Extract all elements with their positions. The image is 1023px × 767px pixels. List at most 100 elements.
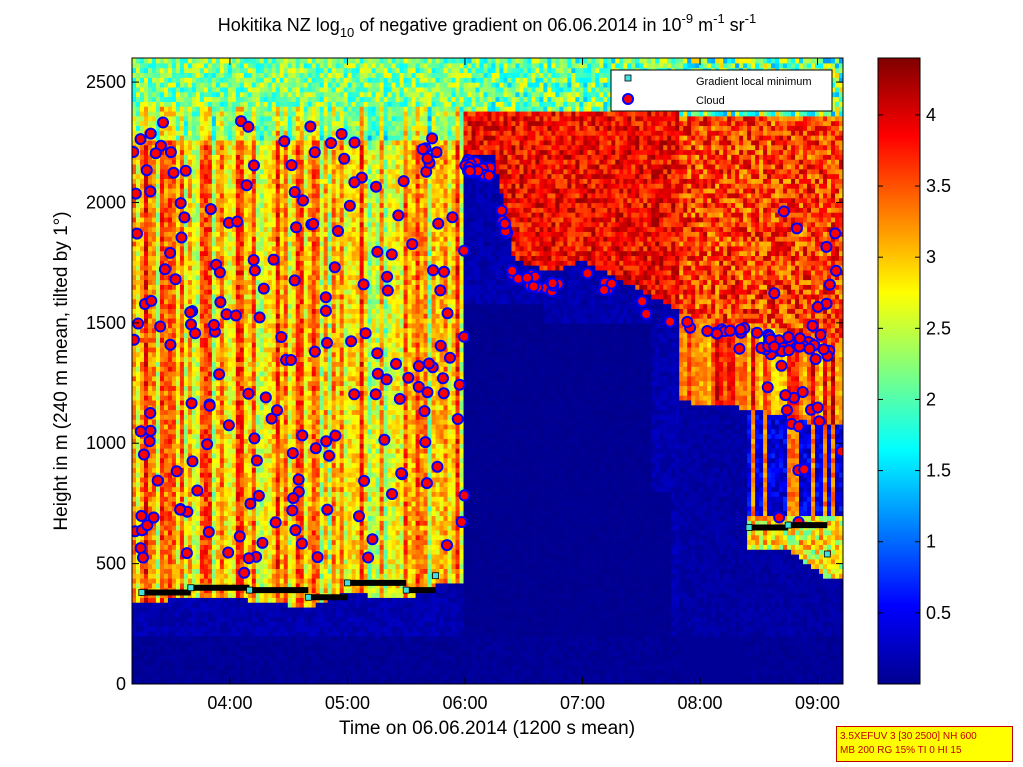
heatmap-cell — [260, 222, 265, 227]
heatmap-cell — [152, 366, 157, 371]
heatmap-cell — [272, 289, 277, 294]
heatmap-cell — [240, 361, 245, 366]
heatmap-cell — [256, 145, 261, 150]
heatmap-cell — [236, 636, 241, 641]
heatmap-cell — [224, 169, 229, 174]
heatmap-cell — [260, 419, 265, 424]
heatmap-cell — [224, 183, 229, 188]
heatmap-cell — [164, 665, 169, 670]
heatmap-cell — [276, 270, 281, 275]
heatmap-cell — [236, 174, 241, 179]
heatmap-cell — [196, 222, 201, 227]
heatmap-cell — [140, 573, 145, 578]
heatmap-cell — [184, 487, 189, 492]
heatmap-cell — [184, 410, 189, 415]
heatmap-cell — [220, 511, 225, 516]
heatmap-cell — [236, 419, 241, 424]
heatmap-cell — [188, 198, 193, 203]
heatmap-cell — [216, 289, 221, 294]
heatmap-cell — [256, 650, 261, 655]
heatmap-cell — [280, 544, 285, 549]
heatmap-cell — [196, 154, 201, 159]
heatmap-cell — [144, 578, 149, 583]
heatmap-cell — [160, 602, 165, 607]
heatmap-cell — [216, 602, 221, 607]
heatmap-cell — [144, 612, 149, 617]
heatmap-cell — [188, 525, 193, 530]
heatmap-cell — [284, 438, 289, 443]
heatmap-cell — [264, 236, 269, 241]
heatmap-cell — [244, 304, 249, 309]
heatmap-cell — [272, 164, 277, 169]
heatmap-cell — [184, 665, 189, 670]
heatmap-cell — [192, 183, 197, 188]
heatmap-cell — [212, 106, 217, 111]
heatmap-cell — [280, 525, 285, 530]
heatmap-cell — [240, 72, 245, 77]
heatmap-cell — [200, 265, 205, 270]
heatmap-cell — [192, 612, 197, 617]
heatmap-cell — [144, 332, 149, 337]
heatmap-cell — [212, 515, 217, 520]
heatmap-cell — [152, 178, 157, 183]
heatmap-cell — [224, 434, 229, 439]
heatmap-cell — [168, 607, 173, 612]
heatmap-cell — [240, 448, 245, 453]
heatmap-cell — [196, 515, 201, 520]
heatmap-cell — [244, 135, 249, 140]
heatmap-cell — [136, 241, 141, 246]
heatmap-cell — [272, 323, 277, 328]
heatmap-cell — [188, 597, 193, 602]
heatmap-cell — [176, 549, 181, 554]
heatmap-cell — [196, 299, 201, 304]
heatmap-cell — [280, 174, 285, 179]
heatmap-cell — [180, 636, 185, 641]
heatmap-cell — [140, 332, 145, 337]
heatmap-cell — [268, 381, 273, 386]
heatmap-cell — [260, 342, 265, 347]
heatmap-cell — [212, 169, 217, 174]
heatmap-cell — [168, 515, 173, 520]
heatmap-cell — [200, 251, 205, 256]
heatmap-cell — [176, 482, 181, 487]
heatmap-cell — [276, 645, 281, 650]
heatmap-cell — [188, 390, 193, 395]
heatmap-cell — [156, 578, 161, 583]
heatmap-cell — [204, 92, 209, 97]
heatmap-cell — [276, 511, 281, 516]
heatmap-cell — [204, 68, 209, 73]
heatmap-cell — [212, 121, 217, 126]
heatmap-cell — [280, 636, 285, 641]
heatmap-cell — [148, 617, 153, 622]
heatmap-cell — [264, 549, 269, 554]
heatmap-cell — [216, 453, 221, 458]
heatmap-cell — [144, 154, 149, 159]
heatmap-cell — [140, 82, 145, 87]
heatmap-cell — [188, 645, 193, 650]
heatmap-cell — [216, 164, 221, 169]
heatmap-cell — [232, 453, 237, 458]
heatmap-cell — [224, 280, 229, 285]
heatmap-cell — [268, 434, 273, 439]
heatmap-cell — [148, 140, 153, 145]
heatmap-cell — [204, 337, 209, 342]
heatmap-cell — [276, 568, 281, 573]
heatmap-cell — [252, 236, 257, 241]
heatmap-cell — [220, 520, 225, 525]
heatmap-cell — [248, 645, 253, 650]
heatmap-cell — [216, 121, 221, 126]
heatmap-cell — [240, 101, 245, 106]
heatmap-cell — [228, 116, 233, 121]
heatmap-cell — [216, 342, 221, 347]
heatmap-cell — [188, 665, 193, 670]
heatmap-cell — [264, 520, 269, 525]
heatmap-cell — [212, 72, 217, 77]
heatmap-cell — [152, 665, 157, 670]
heatmap-cell — [280, 496, 285, 501]
heatmap-cell — [264, 63, 269, 68]
heatmap-cell — [224, 154, 229, 159]
heatmap-cell — [208, 564, 213, 569]
heatmap-cell — [264, 665, 269, 670]
heatmap-cell — [272, 159, 277, 164]
heatmap-cell — [188, 265, 193, 270]
